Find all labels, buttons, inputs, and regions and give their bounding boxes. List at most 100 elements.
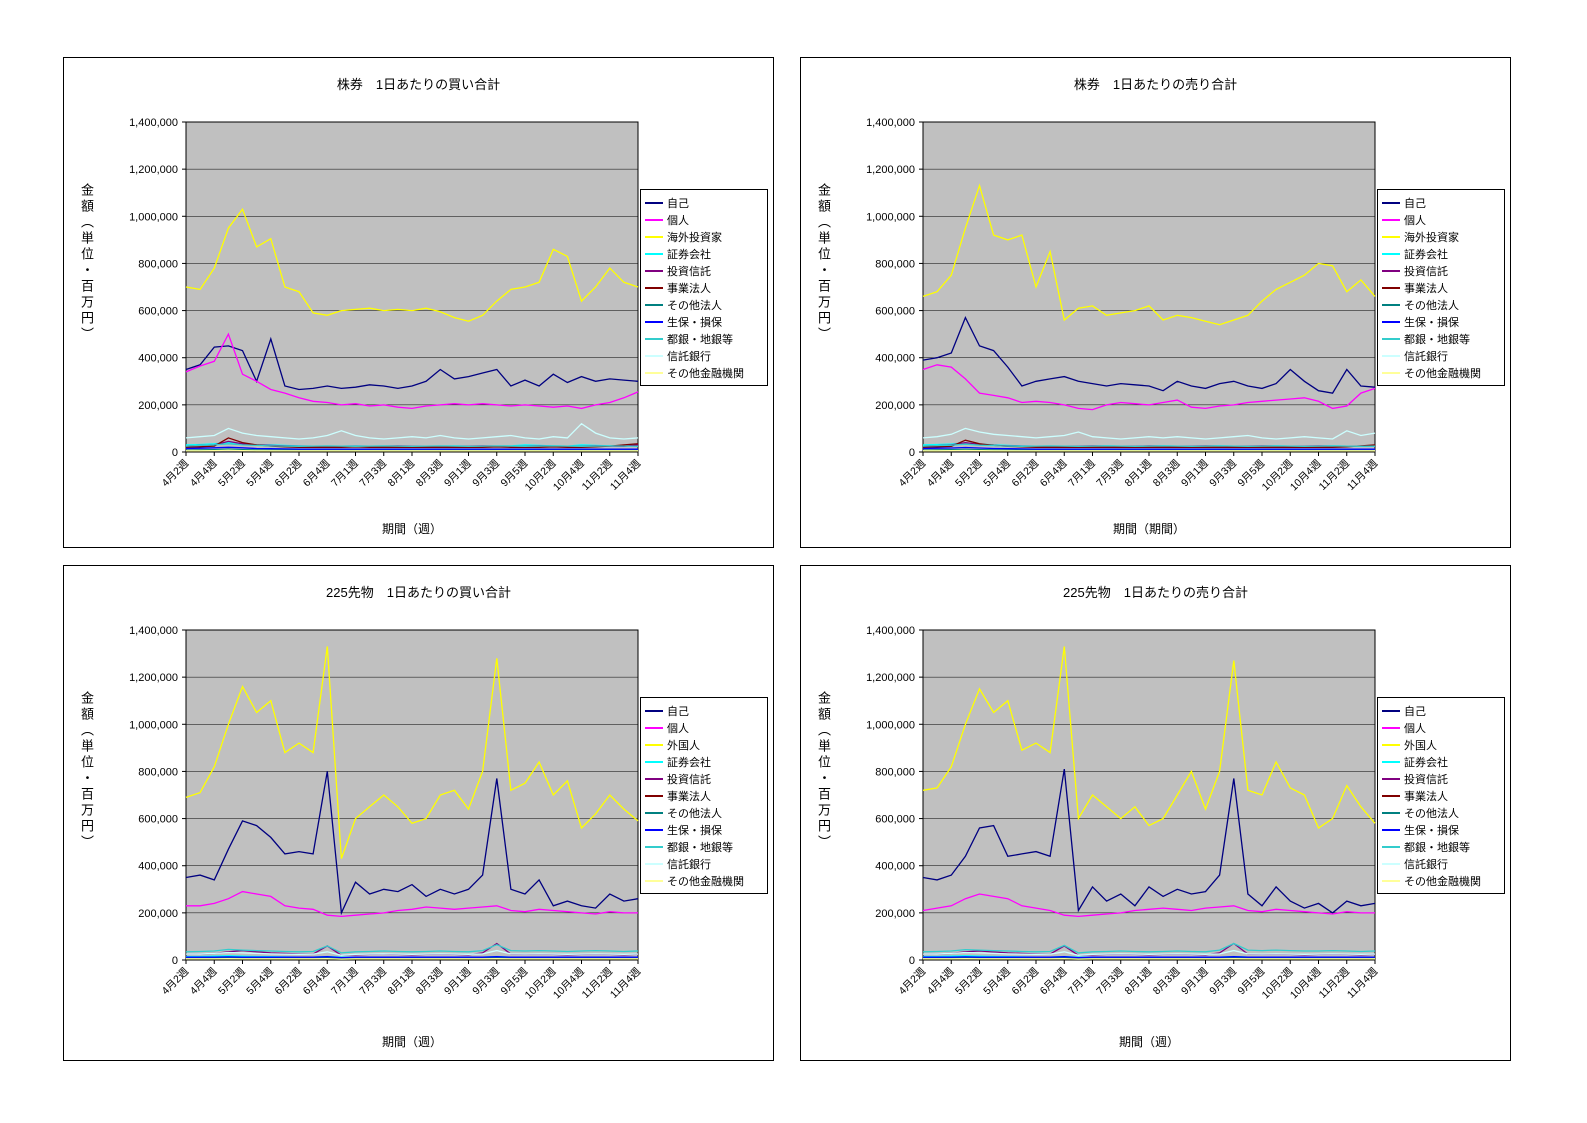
legend-item: その他金融機関 [645,872,763,889]
legend-item: 都銀・地銀等 [1382,838,1500,855]
legend-item: 投資信託 [1382,262,1500,279]
legend-label: その他法人 [667,299,722,312]
legend-label: 証券会社 [667,756,711,769]
legend-item: 事業法人 [1382,279,1500,296]
legend-label: 生保・損保 [667,316,722,329]
legend-label: 個人 [667,722,689,735]
legend-label: 自己 [1404,705,1426,718]
legend-label: 生保・損保 [1404,824,1459,837]
legend-line-marker [645,218,663,221]
legend-line-marker [1382,845,1400,848]
x-tick-label: 5月2週 [953,965,985,997]
chart-canvas: 0 200,000 400,000 600,000 800,000 1,000,000 1,… [866,117,1380,493]
legend-item: 信託銀行 [1382,855,1500,872]
series-line [185,949,639,956]
legend-label: 証券会社 [1404,248,1448,261]
series-line [185,422,639,440]
legend-line-marker [645,845,663,848]
y-tick-label: 1,400,000 [129,117,178,129]
legend-label: 海外投資家 [1404,231,1459,244]
legend-label: その他金融機関 [1404,367,1481,380]
y-tick-label: 0 [909,447,915,459]
series-line [922,646,1376,829]
legend-line-marker [1382,201,1400,204]
x-tick-label: 7月1週 [329,457,361,489]
series-line [186,449,638,452]
legend-item: 都銀・地銀等 [645,330,763,347]
legend-item: 事業法人 [645,279,763,296]
legend-label: その他法人 [1404,807,1459,820]
x-tick-label: 8月1週 [1123,965,1155,997]
x-tick-label: 9月1週 [442,457,474,489]
chart-title: 225先物 1日あたりの買い合計 [326,585,511,600]
legend-line-marker [1382,862,1400,865]
legend-label: 投資信託 [667,265,711,278]
y-tick-label: 400,000 [875,353,915,365]
legend-item: 都銀・地銀等 [1382,330,1500,347]
legend-line-marker [645,794,663,797]
legend-label: 都銀・地銀等 [1404,841,1470,854]
legend-label: 都銀・地銀等 [1404,333,1470,346]
legend-line-marker [645,743,663,746]
x-tick-label: 8月3週 [414,965,446,997]
legend-item: 証券会社 [1382,245,1500,262]
legend-line-marker [1382,303,1400,306]
series-line [922,942,1376,954]
chart-canvas: 0 200,000 400,000 600,000 800,000 1,000,000 1,… [866,625,1380,1001]
legend-item: 個人 [645,719,763,736]
legend-line-marker [1382,879,1400,882]
series-line [185,448,638,451]
series-line [922,446,1375,450]
legend-line-marker [1382,286,1400,289]
legend-line-marker [645,269,663,272]
legend-line-marker [1382,726,1400,729]
y-axis-title: 金額（単位・百万円） [79,691,94,851]
series-line [185,771,639,916]
legend-label: 事業法人 [667,282,711,295]
legend-line-marker [1382,269,1400,272]
y-tick-label: 1,200,000 [129,672,178,684]
legend-line-marker [1382,794,1400,797]
series-line [922,448,1375,451]
y-tick-label: 0 [172,447,178,459]
x-tick-label: 7月1週 [329,965,361,997]
y-tick-label: 0 [909,955,915,967]
legend-line-marker [1382,709,1400,712]
series-line [922,364,1376,411]
y-tick-label: 1,000,000 [129,211,178,223]
legend-item: その他法人 [1382,296,1500,313]
legend-line-marker [1382,828,1400,831]
x-tick-label: 7月1週 [1066,457,1098,489]
x-tick-label: 7月3週 [357,965,389,997]
x-tick-label: 5月4週 [244,457,276,489]
legend-line-marker [645,337,663,340]
y-tick-label: 800,000 [138,766,178,778]
legend-label: 外国人 [667,739,700,752]
y-tick-label: 200,000 [138,400,178,412]
legend: 自己 個人 外国人 証券会社 投資信託 事業法人 その他法人 生保・損保 都銀・地銀等 信託銀行そ… [640,697,768,894]
x-tick-label: 4月4週 [188,965,220,997]
chart-title: 株券 1日あたりの買い合計 [336,77,501,92]
x-tick-label: 6月2週 [273,457,305,489]
series-line [186,890,638,918]
series-line [185,943,639,954]
plot-area: 0 200,000 400,000 600,000 800,000 1,000,000 1,… [805,110,1510,523]
y-axis-title: 金額（単位・百万円） [816,691,831,851]
y-tick-label: 600,000 [138,814,178,826]
plot-area: 0 200,000 400,000 600,000 800,000 1,000,000 1,… [805,618,1510,1031]
legend-item: 外国人 [1382,736,1500,753]
series-line [186,957,638,960]
x-tick-label: 6月2週 [273,965,305,997]
legend-item: 自己 [645,194,763,211]
x-tick-label: 9月1週 [1179,457,1211,489]
legend-line-marker [1382,743,1400,746]
legend-item: 自己 [1382,194,1500,211]
legend-label: 自己 [667,197,689,210]
legend-line-marker [645,354,663,357]
legend: 自己 個人 海外投資家 証券会社 投資信託 事業法人 その他法人 生保・損保 都銀・地銀等 信託銀… [640,189,768,386]
x-tick-label: 9月3週 [470,457,502,489]
y-tick-label: 800,000 [138,258,178,270]
series-line [922,427,1376,440]
series-line [923,957,1375,960]
x-tick-label: 4月4週 [188,457,220,489]
